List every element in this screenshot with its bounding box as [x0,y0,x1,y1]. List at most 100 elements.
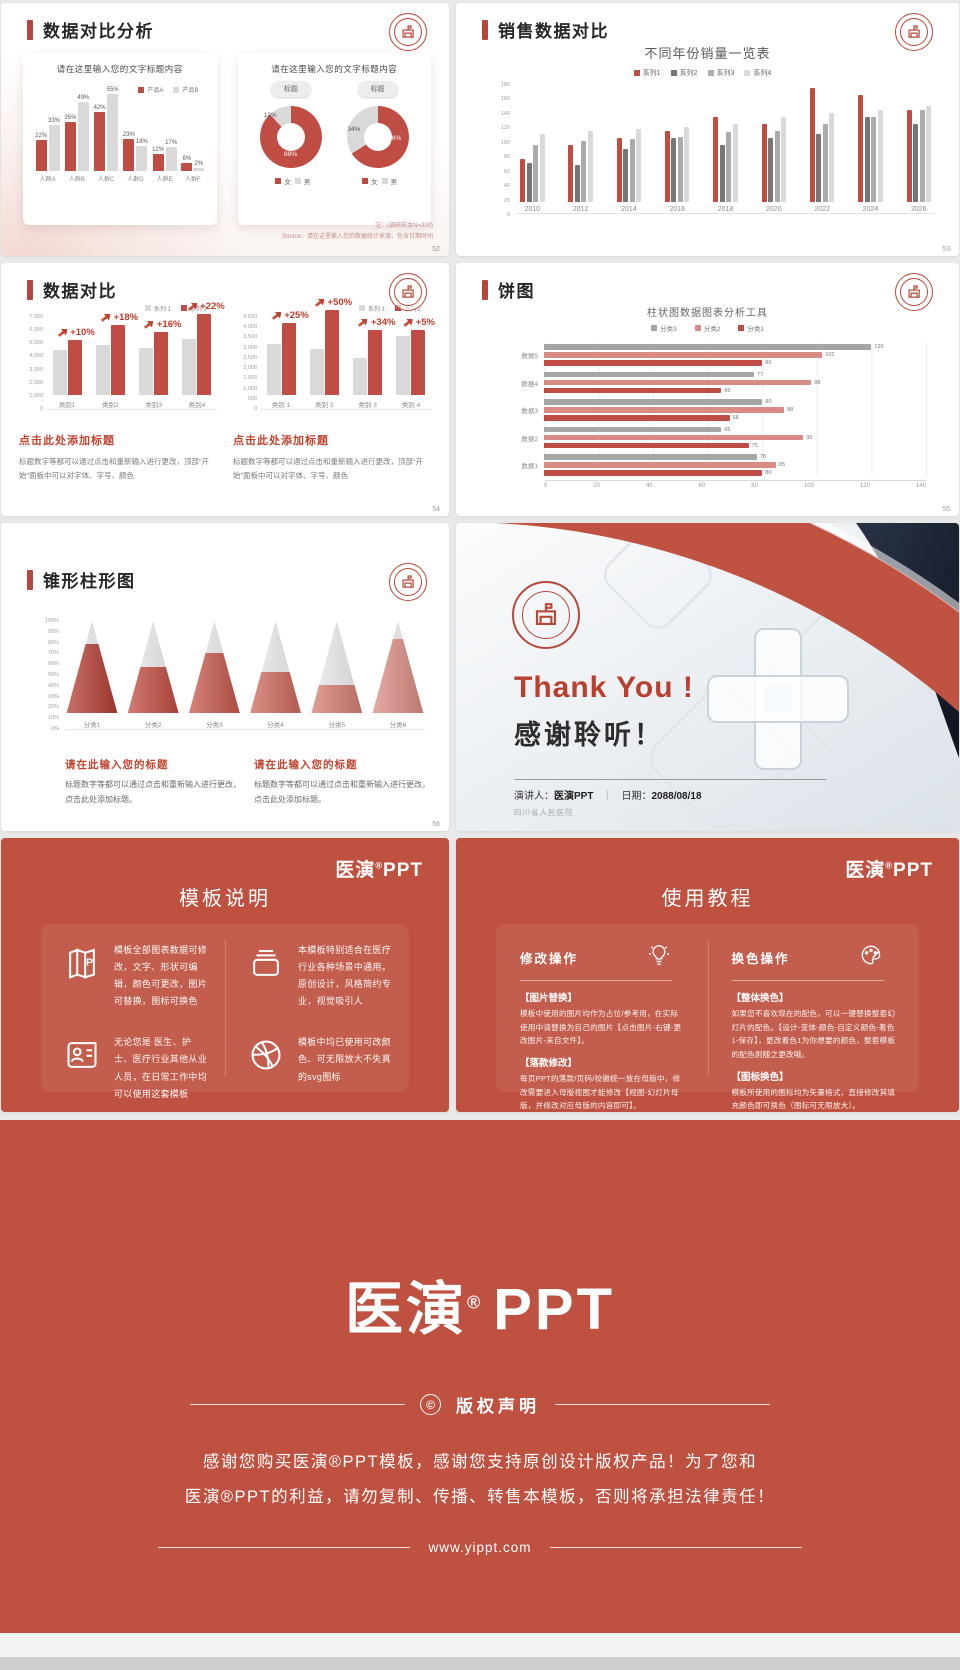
source-note: 注：(调研样本N=300) Source：请在这里输入您的数据统计来源，包含日期… [281,223,433,241]
note-text: 无论您是 医生、护士、医疗行业其他从业人员，在日常工作中均可以使用这套模板 [114,1037,208,1099]
chart-cards: 请在这里输入您的文字标题内容 产品A 产品B 22% 33% 人群A 35% 49% 人群B… [23,53,431,225]
slide-54-data-comparison[interactable]: 数据对比 系列 1 系列 2 7,000 6,000 5,000 4,000 3,000 2… [1,263,449,516]
copyright-heading: © 版权声明 [0,1392,960,1417]
stacked-box-icon [247,944,285,982]
brand-footer: 医演® PPT © 版权声明 感谢您购买医演®PPT模板，感谢您支持原创设计版权产… [0,1120,960,1633]
tutorial-text: 模板所使用的图标均为矢量格式，直接修改其填充颜色即可换色（图标可无限放大）。 [731,1087,896,1111]
slide-title: 锥形柱形图 [43,572,136,591]
tutorial-subtitle: 【落款修改】 [520,1057,578,1069]
preview-row-2: 数据对比 系列 1 系列 2 7,000 6,000 5,000 4,000 3,000 2… [1,263,959,516]
school-seal-icon [389,563,427,601]
page-number: 54 [432,506,440,513]
divider-line [158,1546,411,1548]
yiyan-ppt-logo: 医演®PPT [335,860,423,881]
gender-donut-chart-left: 12% 88% [259,97,322,168]
slide-title: 销售数据对比 [498,22,609,41]
thank-you-chinese: 感谢聆听！ [514,720,664,750]
note-item: 本模板特别适合在医疗行业各种场景中通用。原创设计，风格简约专业，视觉吸引人 [225,924,409,1016]
accent-bar [27,569,33,590]
slide-52-data-comparison-analysis[interactable]: 数据对比分析 请在这里输入您的文字标题内容 产品A 产品B 22% 33% 人群A 35… [1,3,449,256]
page-number: 53 [942,246,950,253]
text-block-left: 请在此输入您的标题 标题数字等都可以通过点击和重新输入进行更改，点击此处添加标题… [65,757,247,808]
website-row: www.yippt.com [0,1540,960,1555]
slide-56-cone-chart[interactable]: 锥形柱形图 100% 90% 80% 70% 60% 50% 40% 30% 20% 10% 0% … [1,523,449,831]
donut-chart-card: 请在这里输入您的文字标题内容 标题 12% 88% 女男 标题 34% 66% 女男 [237,53,431,225]
school-seal-icon [389,13,427,51]
cone-chart: 分类1 分类2 分类3 分类4 分类5 分类6 [65,621,425,730]
slide-title: 饼图 [498,282,535,301]
tutorial-subtitle: 【图标换色】 [731,1071,789,1083]
website-url: www.yippt.com [428,1539,532,1555]
block-heading: 请在此输入您的标题 [65,759,169,771]
copyright-title: 版权声明 [456,1397,540,1416]
bottom-strip-light [0,1633,960,1657]
accent-bar [482,19,488,40]
tutorial-card[interactable]: 医演®PPT 使用教程 修改操作 【图片替换】 模板中使用的图片均作为占位/参考… [456,838,959,1112]
block-heading: 请在此输入您的标题 [254,759,358,771]
section-title: 使用教程 [661,888,754,910]
id-card-person-icon [63,1036,101,1074]
gender-donut-chart-right: 34% 66% [346,97,409,168]
slide-title: 数据对比 [43,282,117,301]
chart-card-title: 请在这里输入您的文字标题内容 [271,64,398,74]
accent-bar [27,19,33,40]
donut-block-left: 标题 12% 88% 女男 [259,81,322,186]
accent-bar [482,279,488,300]
slide-53-sales-data-comparison[interactable]: 销售数据对比 不同年份销量一览表 系列1 系列2 系列3 系列4 180 160 140 1… [456,3,959,256]
tutorial-column-recolor: 换色操作 【整体换色】 如果您不喜欢现在的配色，可以一键替换整套幻灯片的配色。【… [708,924,920,1112]
donut-row: 标题 12% 88% 女男 标题 34% 66% 女男 [248,81,422,186]
panel-body: 标题数字等都可以通过点击和重新输入进行更改，顶部“开始”面板中可以对字体、字号、… [233,457,423,480]
slide-title: 数据对比分析 [43,22,154,41]
dribbble-ball-icon [247,1036,285,1074]
school-seal-icon [895,273,933,311]
audience-bar-chart: 22% 33% 人群A 35% 49% 人群B 42% 55% 人群C 23% 18% 人群D 12% 1… [35,87,205,183]
school-seal-icon [895,13,933,51]
panel-heading: 点击此处添加标题 [19,435,115,447]
bar-chart-legend: 产品A 产品B [138,85,208,94]
tutorial-panel: 修改操作 【图片替换】 模板中使用的图片均作为占位/参考用，在实际使用中请替换为… [496,924,919,1110]
donut-legend: 女男 [271,176,310,186]
brochure-icon: P [63,944,101,982]
y-axis-labels: 7,000 6,000 5,000 4,000 3,000 2,000 1,000 0 [29,314,43,412]
compare-bar-chart-a: +10% 类别1 +18% 类别2 +16% 类别3 +22% 类别4 [47,317,225,410]
page-number: 55 [942,506,950,513]
svg-text:P: P [86,957,93,968]
section-title: 模板说明 [179,888,271,910]
block-body: 标题数字等都可以通过点击和重新输入进行更改，点击此处添加标题。 [254,780,430,804]
compare-bar-chart-b: +25% 类别 1 +50% 类别 2 +34% 类别 3 +5% 类别 4 [261,317,435,410]
preview-row-3: 锥形柱形图 100% 90% 80% 70% 60% 50% 40% 30% 20% 10% 0% … [1,523,959,831]
yiyan-ppt-big-logo: 医演® PPT [344,1277,616,1342]
panel-body: 标题数字等都可以通过点击和重新输入进行更改，顶部“开始”面板中可以对字体、字号、… [19,457,209,480]
horizontal-bar-chart: 数据5 120 102 80 数据4 77 98 65 数据3 80 88 68 数据2 65 95 75 数据… [521,342,927,489]
slide-55-pie-chart[interactable]: 饼图 柱状图数据图表分析工具 分类3 分类2 分类1 数据5 120 102 80 数据4 7… [456,263,959,516]
sales-bar-chart: 2010 2012 2014 2016 2018 2020 2022 2024 2026 [516,85,935,214]
donut-legend: 女男 [358,176,397,186]
notes-panel: P 模板全部图表数据可修改，文字、形状可编辑，颜色可更改，图片可替换，图标可换色… [41,924,409,1099]
slide-thank-you[interactable]: Thank You ! 感谢聆听！ 演讲人：医演PPT ｜日期：2088/08/1… [456,523,959,831]
column-title: 修改操作 [520,952,579,966]
copyright-icon: © [420,1394,441,1415]
preview-row-1: 数据对比分析 请在这里输入您的文字标题内容 产品A 产品B 22% 33% 人群A 35… [1,3,959,256]
bottom-strip-gray [0,1657,960,1670]
copyright-statement: 感谢您购买医演®PPT模板，感谢您支持原创设计版权产品！为了您和 医演®PPT的… [184,1453,776,1507]
tutorial-text: 模板中使用的图片均作为占位/参考用，在实际使用中请替换为自己的图片【点击图片-右… [520,1009,682,1046]
note-item: 无论您是 医生、护士、医疗行业其他从业人员，在日常工作中均可以使用这套模板 [41,1016,225,1108]
tutorial-subtitle: 【图片替换】 [520,993,578,1004]
preview-row-4: 医演®PPT 模板说明 P 模板全部图表数据可修改，文字、形状可编辑，颜色可更改… [1,838,959,1112]
donut-block-right: 标题 34% 66% 女男 [346,81,409,186]
note-text: 模板中均已使用可改颜色、可无限放大不失真的svg图标 [298,1037,392,1082]
template-notes-card[interactable]: 医演®PPT 模板说明 P 模板全部图表数据可修改，文字、形状可编辑，颜色可更改… [1,838,449,1112]
sales-chart-legend: 系列1 系列2 系列3 系列4 [456,68,959,78]
page-number: 56 [432,821,440,828]
yiyan-ppt-logo: 医演®PPT [845,860,933,881]
school-seal-icon [512,581,580,649]
page-number: 52 [432,246,440,253]
chart-card-title: 请在这里输入您的文字标题内容 [56,64,183,74]
chart-title: 不同年份销量一览表 [644,46,771,61]
note-item: 模板中均已使用可改颜色、可无限放大不失真的svg图标 [225,1016,409,1108]
hbar-legend: 分类3 分类2 分类1 [456,323,959,333]
bar-chart-card: 请在这里输入您的文字标题内容 产品A 产品B 22% 33% 人群A 35% 49% 人群B… [23,53,217,225]
divider-line [190,1404,405,1405]
thank-you-english: Thank You ! [514,671,694,704]
